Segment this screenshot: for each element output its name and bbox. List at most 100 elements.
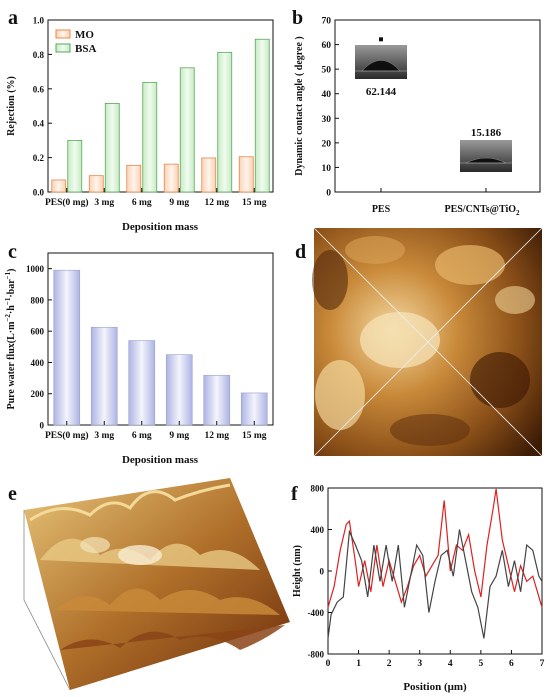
- y-tick-label-a: 0.6: [33, 84, 45, 94]
- y-tick-label-b: 40: [322, 90, 332, 100]
- y-tick-label-c: 800: [31, 295, 45, 305]
- x-axis-label-a: Deposition mass: [122, 221, 199, 233]
- y-tick-label-f: 800: [311, 484, 325, 494]
- y-tick-label-b: 20: [322, 139, 332, 149]
- bar-mo: [51, 179, 67, 193]
- x-tick-label-f: 3: [417, 659, 422, 669]
- y-axis-label-c: Pure water flux(L·m−2·h−1·bar−1): [4, 268, 17, 409]
- panel-letter-b: b: [292, 7, 303, 29]
- y-tick-label-c: 0: [40, 421, 45, 431]
- legend-swatch-mo: [55, 29, 71, 39]
- panel-letter-e: e: [8, 483, 17, 505]
- x-tick-label-c: 6 mg: [132, 431, 152, 441]
- panel-letter-c: c: [8, 241, 17, 263]
- y-tick-label-b: 0: [326, 189, 331, 199]
- y-tick-label-c: 400: [31, 358, 45, 368]
- afm-2d-image: [312, 227, 543, 457]
- panel-c: c 0 200 400 600 800 1000 PES(0 mg) 3 mg 6 mg 9 m…: [4, 241, 274, 466]
- afm-3d-surface: [23, 478, 290, 691]
- x-axis-label-c: Deposition mass: [122, 454, 199, 466]
- annotation-pes-cnts-tio2-angle: 15.186: [471, 127, 502, 139]
- y-tick-label-a: 0.2: [33, 153, 45, 163]
- panel-letter-f: f: [291, 483, 298, 505]
- x-tick-label-f: 2: [387, 659, 392, 669]
- y-tick-label-a: 0.8: [33, 50, 45, 60]
- x-tick-label-b-0: PES: [372, 204, 391, 215]
- panel-d: d: [295, 227, 543, 457]
- x-tick-label-a: 6 mg: [132, 198, 152, 208]
- legend-label-mo: MO: [75, 29, 94, 41]
- y-tick-label-a: 0.0: [33, 188, 45, 198]
- y-tick-label-f: -400: [308, 608, 325, 618]
- x-tick-label-f: 7: [540, 659, 545, 669]
- y-tick-label-b: 70: [322, 17, 332, 27]
- x-tick-label-a: 15 mg: [242, 198, 267, 208]
- y-tick-label-a: 0.4: [33, 119, 45, 129]
- bar-mo: [126, 164, 142, 193]
- panel-b: b 0 10 20 30 40 50 60 70 62.144 15.186 PES PES/…: [292, 7, 541, 217]
- x-tick-label-a: 9 mg: [169, 198, 189, 208]
- height-profile-line-1: [327, 529, 543, 639]
- bar-flux: [53, 269, 81, 426]
- panel-letter-a: a: [8, 7, 18, 29]
- plot-frame-b: [334, 19, 541, 193]
- bar-flux: [128, 340, 156, 426]
- x-tick-label-a: PES(0 mg): [45, 197, 89, 208]
- bar-bsa: [217, 51, 233, 193]
- bar-bsa: [104, 103, 120, 193]
- x-tick-label-c: 3 mg: [94, 431, 114, 441]
- y-tick-label-f: 0: [320, 567, 325, 577]
- bar-bsa: [142, 82, 158, 193]
- panel-a: a 0.0 0.2 0.4 0.6 0.8 1.0 PES(0 mg) 3 mg 6 mg 9 …: [6, 7, 274, 233]
- legend-swatch-bsa: [55, 43, 71, 53]
- y-tick-label-f: 400: [311, 525, 325, 535]
- height-profile-line-0: [327, 488, 543, 608]
- y-tick-label-b: 30: [322, 115, 332, 125]
- data-point-b: [379, 37, 383, 42]
- bar-mo: [238, 156, 254, 193]
- y-tick-label-a: 1.0: [33, 16, 45, 26]
- x-tick-label-f: 4: [448, 659, 453, 669]
- bar-bsa: [254, 38, 270, 193]
- plot-frame-a: [47, 19, 274, 193]
- bar-mo: [201, 157, 217, 193]
- legend-a: MO BSA: [55, 29, 96, 55]
- y-tick-label-b: 60: [322, 41, 332, 51]
- plot-frame-c: [47, 252, 274, 426]
- bar-flux: [240, 392, 268, 426]
- x-axis-label-f: Position (μm): [403, 681, 467, 693]
- x-tick-label-f: 1: [356, 659, 361, 669]
- y-tick-label-f: -800: [308, 650, 325, 660]
- y-tick-label-c: 200: [31, 389, 45, 399]
- bar-flux: [90, 326, 118, 426]
- x-tick-label-f: 5: [478, 659, 483, 669]
- x-tick-label-a: 12 mg: [204, 198, 229, 208]
- y-axis-label-a: Rejection (%): [6, 76, 17, 136]
- bar-flux: [165, 354, 193, 426]
- legend-label-bsa: BSA: [75, 43, 96, 55]
- x-tick-label-f: 6: [509, 659, 514, 669]
- bar-bsa: [67, 139, 83, 193]
- y-tick-label-b: 50: [322, 66, 332, 76]
- y-axis-label-b: Dynamic contact angle ( degree ): [294, 36, 305, 176]
- x-tick-label-a: 3 mg: [94, 198, 114, 208]
- bar-bsa: [179, 67, 195, 193]
- annotation-pes-angle: 62.144: [366, 86, 397, 98]
- droplet-image-pes-cnts-tio2: [460, 140, 512, 172]
- x-tick-label-c: 9 mg: [169, 431, 189, 441]
- x-tick-label-c: 15 mg: [242, 431, 267, 441]
- bar-flux: [203, 374, 231, 426]
- x-tick-label-b-1: PES/CNTs@TiO2: [444, 204, 520, 217]
- panel-e: e: [8, 478, 290, 691]
- y-tick-label-c: 1000: [26, 264, 45, 274]
- x-tick-label-c: 12 mg: [204, 431, 229, 441]
- y-axis-label-f: Height (nm): [292, 545, 303, 597]
- droplet-image-pes: [355, 45, 407, 79]
- y-tick-label-b: 10: [322, 164, 332, 174]
- x-tick-label-f: 0: [326, 659, 331, 669]
- y-tick-label-c: 600: [31, 327, 45, 337]
- bar-mo: [163, 163, 179, 193]
- panel-letter-d: d: [295, 241, 306, 263]
- bar-mo: [88, 175, 104, 193]
